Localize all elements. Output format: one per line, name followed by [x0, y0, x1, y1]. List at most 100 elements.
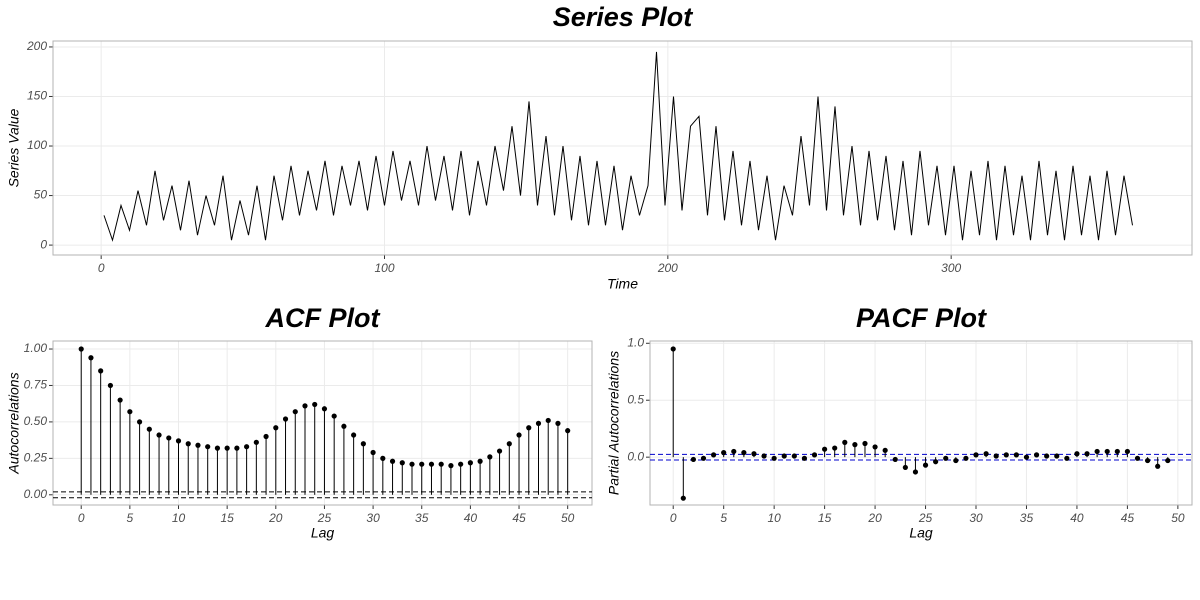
stem-point — [292, 409, 298, 415]
x-tick-label: 0 — [670, 511, 677, 525]
stem-point — [731, 448, 737, 455]
y-tick-label: 100 — [27, 138, 47, 152]
x-tick-label: 40 — [1070, 511, 1084, 525]
stem-point — [751, 451, 757, 457]
stem-point — [1084, 451, 1090, 457]
stem-point — [107, 382, 114, 389]
stem-point — [117, 397, 123, 403]
stem-point — [477, 458, 483, 464]
stem-point — [1144, 457, 1151, 464]
stem-point — [88, 355, 94, 361]
stem-point — [351, 432, 357, 438]
stem-point — [273, 425, 279, 431]
chart-title: ACF Plot — [265, 303, 381, 333]
stem-point — [1074, 451, 1080, 457]
stem-point — [1003, 452, 1009, 458]
stem-point — [700, 455, 707, 461]
stem-point — [791, 453, 797, 459]
stem-point — [321, 406, 328, 412]
stem-point — [175, 438, 182, 444]
stem-point — [399, 460, 405, 466]
x-tick-label: 30 — [969, 511, 983, 525]
panel-border — [649, 340, 1193, 506]
x-tick-label: 40 — [464, 511, 478, 525]
stem-point — [565, 428, 571, 434]
stem-point — [438, 461, 444, 467]
stem-point — [127, 409, 133, 415]
stem-point — [360, 441, 366, 447]
plot-panel — [52, 340, 593, 506]
stem-point — [224, 445, 230, 451]
x-tick-label: 35 — [1020, 511, 1034, 525]
stem-point — [244, 444, 250, 450]
stem-point — [205, 444, 211, 450]
stem-point — [670, 346, 676, 352]
y-tick-label: 1.00 — [24, 341, 48, 355]
stem-point — [771, 455, 777, 461]
x-tick-label: 200 — [657, 261, 678, 275]
stem-point — [98, 368, 104, 374]
stem-point — [710, 452, 717, 458]
stem-point — [1064, 455, 1070, 461]
x-tick-label: 30 — [366, 511, 380, 525]
x-tick-label: 0 — [98, 261, 105, 275]
x-tick-label: 10 — [172, 511, 186, 525]
stem-point — [922, 462, 929, 468]
stem-point — [862, 440, 868, 447]
stem-point — [1134, 455, 1141, 461]
stem-point — [341, 423, 347, 429]
stem-point — [1104, 448, 1110, 455]
stem-point — [822, 446, 828, 452]
panel-border — [52, 340, 593, 506]
stem-point — [136, 419, 143, 425]
stem-point — [872, 444, 878, 450]
chart-title: Series Plot — [553, 2, 694, 32]
x-tick-label: 35 — [415, 511, 429, 525]
stem-point — [302, 403, 308, 409]
stem-point — [195, 442, 201, 448]
stem-point — [78, 346, 84, 352]
x-tick-label: 300 — [941, 261, 961, 275]
stem-point — [983, 451, 989, 457]
stem-point — [741, 450, 747, 456]
stem-point — [721, 450, 727, 456]
stem-point — [902, 464, 908, 471]
stem-point — [156, 432, 162, 438]
x-axis-title: Time — [607, 276, 638, 292]
stem-point — [973, 452, 979, 458]
y-tick-label: 1.0 — [627, 335, 644, 349]
stem-point — [882, 447, 888, 453]
x-tick-label: 20 — [867, 511, 882, 525]
stem-point — [1124, 448, 1131, 455]
stem-point — [185, 441, 191, 447]
x-tick-label: 0 — [78, 511, 85, 525]
stem-point — [263, 433, 269, 440]
x-tick-label: 50 — [1171, 511, 1185, 525]
stem-point — [467, 460, 473, 466]
stem-point — [380, 455, 386, 461]
stem-point — [1114, 448, 1120, 455]
stem-point — [1094, 448, 1100, 455]
x-tick-label: 45 — [1121, 511, 1135, 525]
plot-panel — [649, 340, 1193, 506]
chart-title: PACF Plot — [856, 303, 987, 333]
y-tick-label: 0.25 — [24, 451, 48, 465]
stem-point — [953, 457, 959, 464]
panel-border — [52, 40, 1193, 256]
stem-point — [781, 453, 787, 459]
y-tick-label: 150 — [27, 89, 47, 103]
x-tick-label: 20 — [268, 511, 283, 525]
stem-point — [761, 453, 767, 459]
stem-point — [943, 455, 949, 461]
stem-point — [1023, 454, 1030, 460]
y-tick-label: 0.00 — [24, 487, 48, 501]
stem-point — [1155, 463, 1161, 469]
x-axis-title: Lag — [909, 525, 933, 541]
stem-point — [526, 425, 532, 431]
stem-point — [214, 445, 221, 451]
stem-point — [458, 461, 464, 467]
stem-point — [852, 442, 858, 448]
stem-point — [892, 456, 898, 463]
stem-point — [146, 426, 152, 432]
